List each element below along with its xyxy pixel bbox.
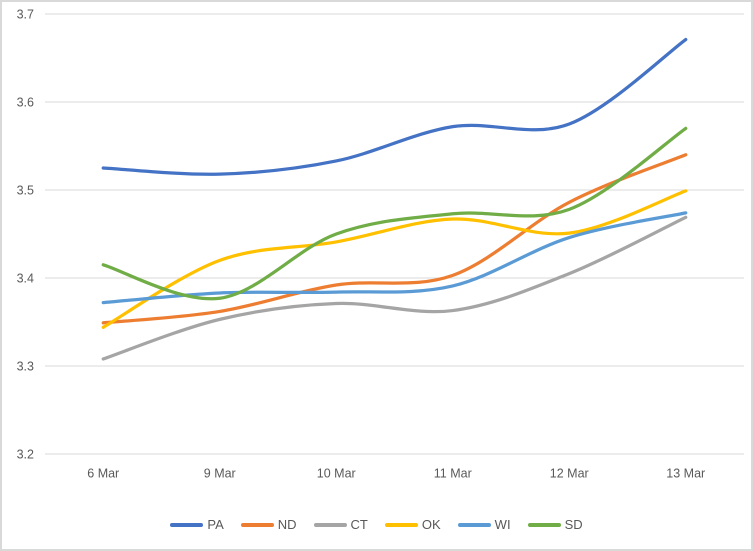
legend-line-swatch-PA <box>170 522 204 527</box>
x-axis-tick-label: 13 Mar <box>666 467 705 481</box>
x-axis-tick-label: 6 Mar <box>87 467 119 481</box>
y-axis-tick-label: 3.2 <box>17 448 34 462</box>
series-line-OK <box>101 189 688 329</box>
legend-item-SD: SD <box>527 517 583 532</box>
y-axis-tick-label: 3.4 <box>17 272 34 286</box>
legend-item-ND: ND <box>240 517 297 532</box>
y-axis-tick-label: 3.3 <box>17 360 34 374</box>
y-axis-tick-label: 3.5 <box>17 184 34 198</box>
legend-line-swatch-CT <box>313 522 347 527</box>
series-line-ND <box>101 153 688 325</box>
legend-label-CT: CT <box>350 517 368 532</box>
series-line-CT <box>101 215 688 361</box>
legend-label-OK: OK <box>421 517 441 532</box>
legend-label-PA: PA <box>207 517 224 532</box>
legend-label-SD: SD <box>564 517 583 532</box>
legend-line-swatch-ND <box>240 522 274 527</box>
y-axis-tick-label: 3.6 <box>17 96 34 110</box>
legend-item-CT: CT <box>313 517 368 532</box>
series-line-PA <box>101 37 688 176</box>
series-line-WI <box>101 211 688 305</box>
legend-line-swatch-SD <box>527 522 561 527</box>
x-axis-tick-label: 10 Mar <box>317 467 356 481</box>
legend-label-WI: WI <box>494 517 511 532</box>
series-line-SD <box>101 126 688 301</box>
legend-line-swatch-WI <box>457 522 491 527</box>
legend-item-WI: WI <box>457 517 511 532</box>
y-axis-tick-label: 3.7 <box>17 8 34 22</box>
x-axis-tick-label: 12 Mar <box>550 467 589 481</box>
legend-label-ND: ND <box>277 517 297 532</box>
x-axis-tick-label: 11 Mar <box>434 467 472 481</box>
legend-item-OK: OK <box>384 517 441 532</box>
x-axis-tick-label: 9 Mar <box>204 467 236 481</box>
legend-item-PA: PA <box>170 517 224 532</box>
chart-legend: PA ND CT OK WI SD <box>2 518 751 531</box>
legend-line-swatch-OK <box>384 522 418 527</box>
